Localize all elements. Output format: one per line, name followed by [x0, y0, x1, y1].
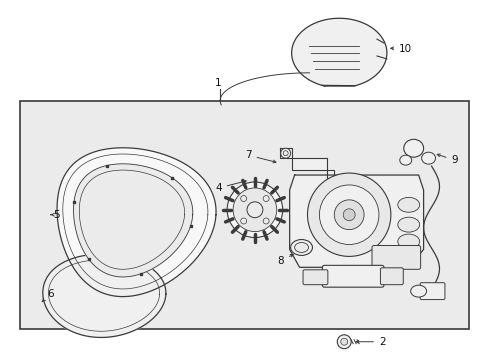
FancyBboxPatch shape [371, 246, 420, 269]
Text: 2: 2 [355, 337, 385, 347]
Text: 7: 7 [244, 150, 275, 163]
Bar [20, 100, 468, 329]
Ellipse shape [399, 155, 411, 165]
Polygon shape [57, 148, 216, 297]
Circle shape [307, 173, 390, 256]
Text: 4: 4 [215, 180, 245, 193]
Ellipse shape [290, 239, 312, 255]
Circle shape [226, 182, 282, 238]
Circle shape [319, 185, 378, 244]
Ellipse shape [397, 217, 419, 232]
Circle shape [263, 195, 268, 202]
Polygon shape [279, 148, 334, 178]
Text: 9: 9 [436, 154, 457, 165]
Polygon shape [73, 164, 192, 277]
Polygon shape [43, 254, 165, 337]
Ellipse shape [294, 243, 308, 252]
FancyBboxPatch shape [322, 265, 383, 287]
Circle shape [246, 202, 263, 218]
FancyBboxPatch shape [303, 270, 327, 285]
Ellipse shape [397, 197, 419, 212]
Text: 10: 10 [390, 44, 411, 54]
Ellipse shape [397, 234, 419, 249]
Polygon shape [289, 175, 423, 267]
Circle shape [337, 335, 350, 349]
Text: 3: 3 [304, 272, 313, 282]
Text: 5: 5 [51, 210, 60, 220]
FancyBboxPatch shape [419, 283, 444, 300]
Circle shape [240, 195, 246, 202]
Ellipse shape [421, 152, 435, 164]
Ellipse shape [410, 285, 426, 297]
Circle shape [263, 218, 268, 224]
Text: 1: 1 [214, 78, 221, 88]
Text: 6: 6 [42, 289, 53, 302]
Polygon shape [291, 18, 386, 86]
Circle shape [340, 338, 347, 345]
Circle shape [283, 151, 287, 156]
Circle shape [240, 218, 246, 224]
Circle shape [343, 209, 354, 221]
Circle shape [334, 200, 364, 230]
Text: 8: 8 [277, 255, 293, 266]
Circle shape [233, 188, 276, 231]
FancyBboxPatch shape [380, 268, 403, 285]
Ellipse shape [403, 139, 423, 157]
Circle shape [280, 148, 290, 158]
